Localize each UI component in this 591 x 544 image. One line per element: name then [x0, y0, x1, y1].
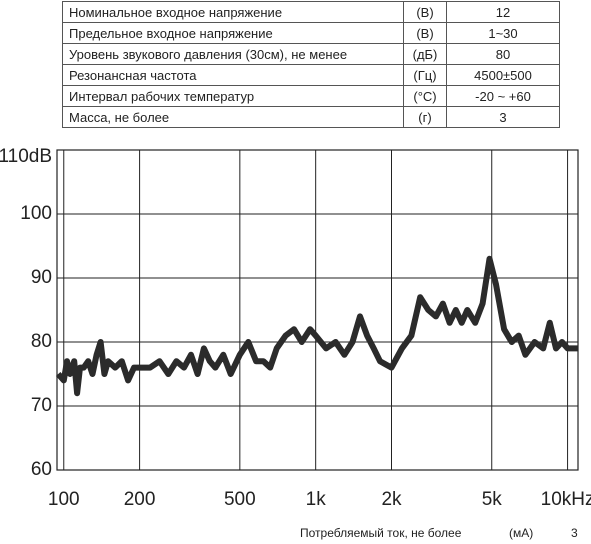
chart: 110dB 100 90 80 70 60 100 200 500 1k 2k 5k 10kHz [0, 146, 591, 510]
y-tick-label: 60 [31, 459, 52, 480]
y-tick-label: 90 [31, 267, 52, 288]
table-row: Номинальное входное напряжение (В) 12 [62, 1, 560, 23]
cell: Потребляемый ток, не более [300, 526, 462, 540]
cell: (В) [403, 1, 447, 23]
cell: Масса, не более [62, 106, 404, 128]
x-tick-label: 1k [306, 489, 327, 510]
cell: 1~30 [446, 22, 560, 44]
x-tick-label: 2k [381, 489, 402, 510]
cell: (Гц) [403, 64, 447, 86]
cell: Предельное входное напряжение [62, 22, 404, 44]
table-row: Резонансная частота (Гц) 4500±500 [62, 64, 560, 86]
spec-table: Номинальное входное напряжение (В) 12 Преде… [62, 1, 560, 128]
cell: Номинальное входное напряжение [62, 1, 404, 23]
table-row: Масса, не более (г) 3 [62, 106, 560, 128]
cell: Резонансная частота [62, 64, 404, 86]
x-tick-label: 200 [124, 489, 156, 510]
cell: 3 [571, 526, 578, 540]
cell: 12 [446, 1, 560, 23]
x-tick-label: 10kHz [541, 489, 591, 510]
cell: (мА) [509, 526, 534, 540]
x-tick-label: 5k [482, 489, 503, 510]
cell: 3 [446, 106, 560, 128]
table-row: Интервал рабочих температур (°С) -20 ~ +60 [62, 85, 560, 107]
x-tick-label: 500 [224, 489, 256, 510]
cell: Интервал рабочих температур [62, 85, 404, 107]
cell: -20 ~ +60 [446, 85, 560, 107]
cell: Уровень звукового давления (30см), не ме… [62, 43, 404, 65]
cell: (°С) [403, 85, 447, 107]
y-tick-label: 80 [31, 331, 52, 352]
y-tick-label: 70 [31, 395, 52, 416]
x-tick-label: 100 [48, 489, 80, 510]
y-tick-label: 110dB [0, 146, 52, 167]
cell: (дБ) [403, 43, 447, 65]
cell: (г) [403, 106, 447, 128]
table-row: Предельное входное напряжение (В) 1~30 [62, 22, 560, 44]
response-line [55, 255, 578, 397]
cell: 4500±500 [446, 64, 560, 86]
table-row: Уровень звукового давления (30см), не ме… [62, 43, 560, 65]
cell: (В) [403, 22, 447, 44]
cell: 80 [446, 43, 560, 65]
y-tick-label: 100 [20, 203, 52, 224]
footer-row: Потребляемый ток, не более (мА) 3 [0, 526, 591, 542]
